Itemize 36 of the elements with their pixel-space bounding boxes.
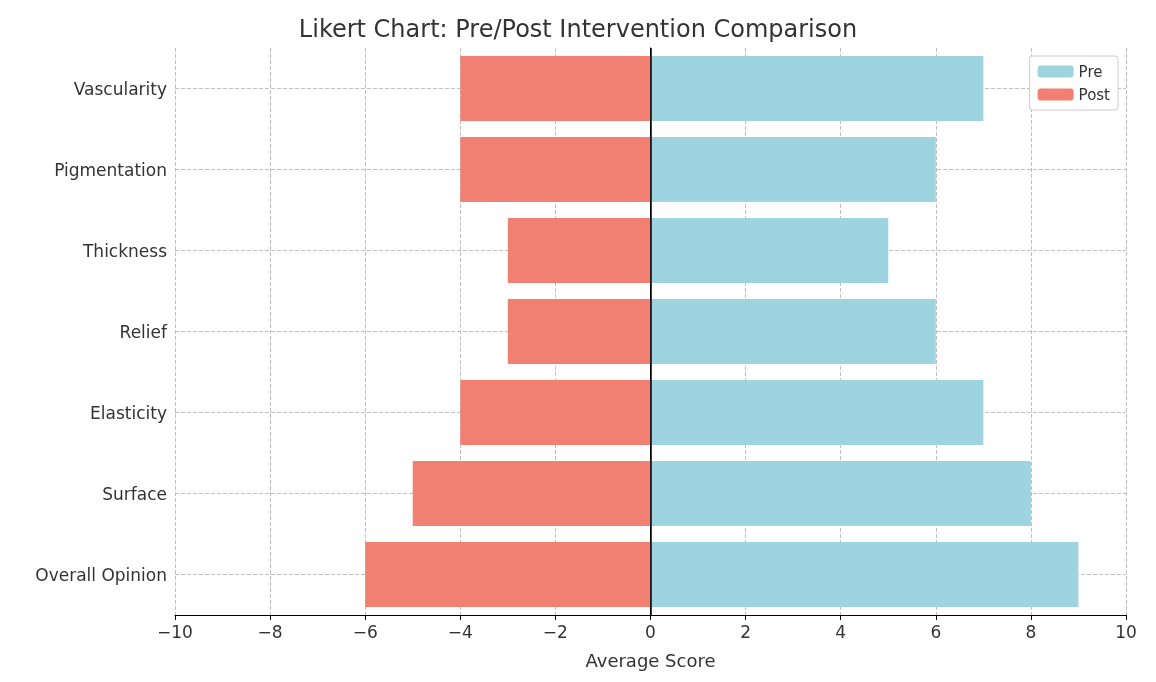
x-tick-label: −6 — [352, 621, 378, 642]
bar — [650, 137, 936, 202]
y-tick-label: Pigmentation — [54, 159, 167, 180]
x-axis-title: Average Score — [585, 649, 716, 671]
x-tick-label: 8 — [1025, 621, 1037, 642]
y-tick-label: Relief — [119, 321, 169, 342]
y-tick-label: Vascularity — [73, 78, 167, 99]
x-tick-label: −10 — [157, 621, 193, 642]
x-tick-label: 2 — [740, 621, 752, 642]
bar — [650, 299, 936, 364]
bar — [460, 380, 651, 445]
x-tick-label: 4 — [835, 621, 847, 642]
bar — [460, 56, 651, 121]
x-tick-label: 6 — [930, 621, 942, 642]
bar — [650, 380, 984, 445]
bar — [650, 461, 1031, 526]
bar — [650, 542, 1079, 607]
bar — [365, 542, 651, 607]
bar — [650, 218, 889, 283]
bar — [460, 137, 651, 202]
legend-label: Pre — [1078, 62, 1103, 81]
y-tick-label: Overall Opinion — [35, 564, 167, 585]
bar — [507, 218, 651, 283]
y-tick-label: Thickness — [81, 240, 168, 261]
x-tick-label: −2 — [542, 621, 568, 642]
legend-label: Post — [1078, 85, 1111, 104]
bar — [412, 461, 651, 526]
x-tick-label: 0 — [645, 621, 656, 642]
chart-title: Likert Chart: Pre/Post Intervention Comparison — [298, 15, 858, 43]
x-tick-label: −8 — [257, 621, 283, 642]
x-tick-label: −4 — [447, 621, 473, 642]
bar — [650, 56, 984, 121]
y-tick-label: Surface — [102, 483, 167, 504]
x-tick-label: 10 — [1115, 621, 1137, 642]
y-tick-label: Elasticity — [90, 402, 167, 423]
bar — [507, 299, 651, 364]
